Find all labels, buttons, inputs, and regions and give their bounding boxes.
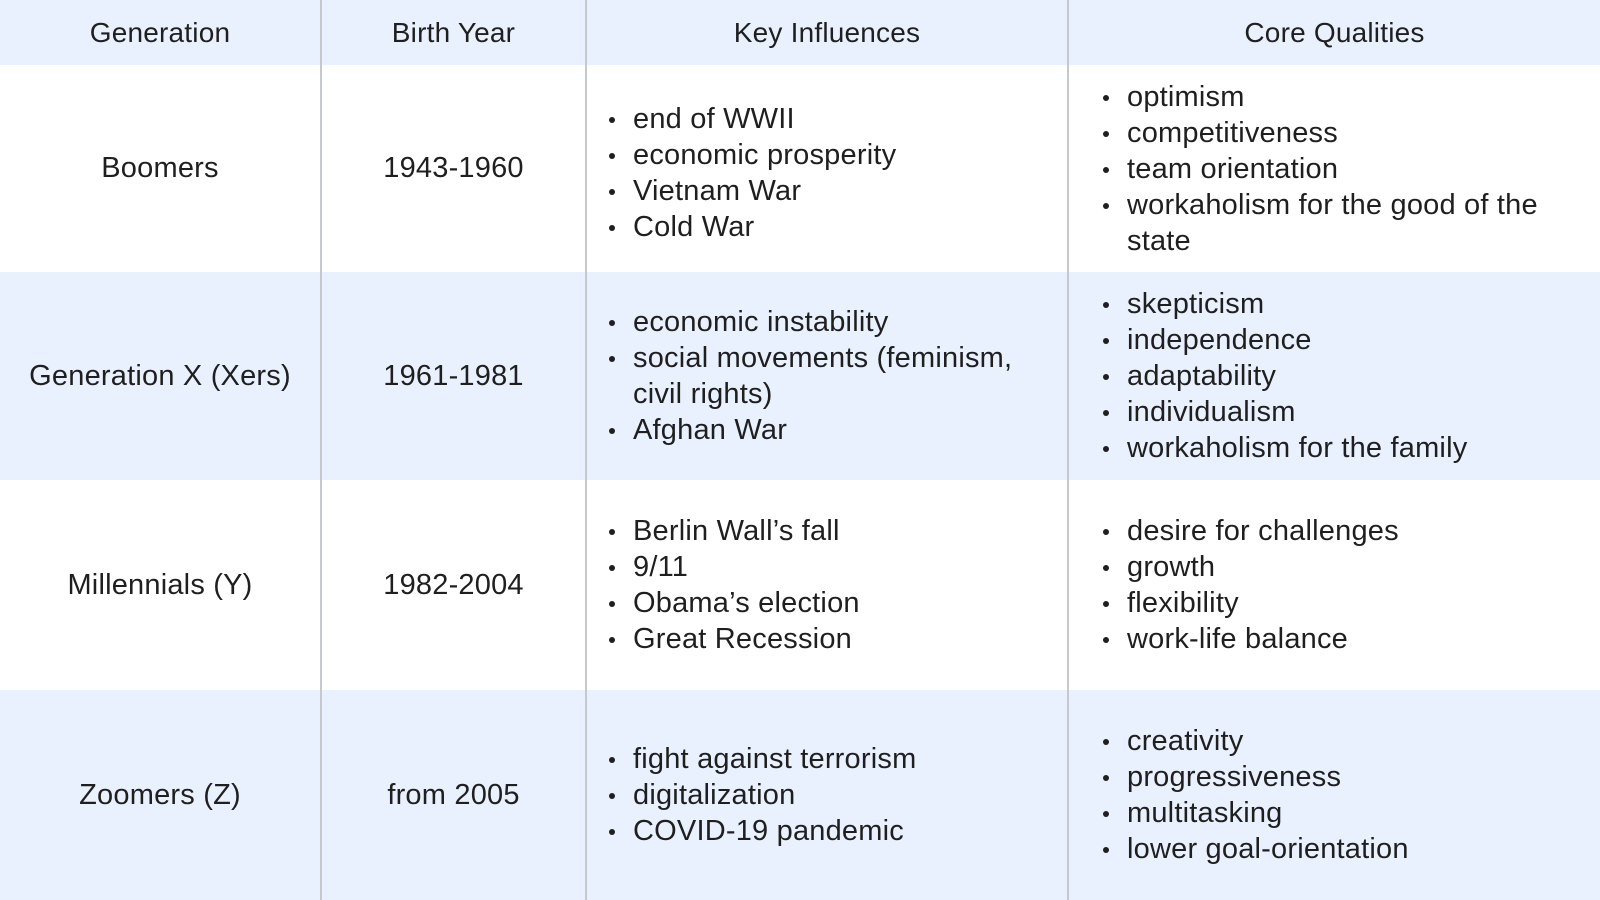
list-item: workaholism for the good of the state xyxy=(1103,187,1590,259)
list-item: flexibility xyxy=(1103,585,1399,621)
list-item: adaptability xyxy=(1102,358,1467,394)
list-item: independence xyxy=(1102,322,1467,358)
generation-cell: Zoomers (Z) xyxy=(0,690,320,900)
list-item: Obama’s election xyxy=(609,587,860,619)
list-item: growth xyxy=(1103,549,1399,585)
list-item: social movements (feminism, civil rights… xyxy=(609,340,1027,412)
generation-name: Boomers xyxy=(101,152,219,184)
qualities-list: desire for challenges growth flexibility… xyxy=(1103,513,1399,657)
list-item: desire for challenges xyxy=(1103,515,1399,547)
list-item: end of WWII xyxy=(608,101,896,137)
list-item: COVID-19 pandemic xyxy=(608,813,916,849)
influences-cell: fight against terrorism digitalization C… xyxy=(587,690,1067,900)
table-row: Zoomers (Z) from 2005 fight against terr… xyxy=(0,690,1600,900)
list-item: skepticism xyxy=(1102,286,1467,322)
header-cell-key-influences: Key Influences xyxy=(587,0,1067,65)
table-row: Boomers 1943-1960 end of WWII economic p… xyxy=(0,65,1600,272)
list-item: multitasking xyxy=(1103,795,1409,831)
header-cell-generation: Generation xyxy=(0,0,320,65)
birth-year-cell: 1961-1981 xyxy=(322,272,585,480)
list-item: Afghan War xyxy=(609,412,1027,448)
table-row: Millennials (Y) 1982-2004 Berlin Wall’s … xyxy=(0,480,1600,690)
generation-name: Zoomers (Z) xyxy=(79,778,241,811)
qualities-cell: creativity progressiveness multitasking … xyxy=(1069,690,1600,900)
list-item: creativity xyxy=(1103,723,1409,759)
influences-list: economic instability social movements (f… xyxy=(609,304,1027,448)
qualities-cell: desire for challenges growth flexibility… xyxy=(1069,480,1600,690)
influences-cell: end of WWII economic prosperity Vietnam … xyxy=(587,65,1067,272)
influences-list: fight against terrorism digitalization C… xyxy=(608,741,917,849)
generation-cell: Boomers xyxy=(0,65,320,272)
list-item: 9/11 xyxy=(609,549,860,585)
qualities-list: optimism competitiveness team orientatio… xyxy=(1103,79,1590,259)
birth-year: 1961-1981 xyxy=(383,359,524,392)
influences-list: Berlin Wall’s fall 9/11 Obama’s election… xyxy=(609,513,860,657)
list-item: Great Recession xyxy=(609,621,860,657)
list-item: economic instability xyxy=(609,304,1027,340)
list-item: team orientation xyxy=(1103,151,1590,187)
generation-cell: Millennials (Y) xyxy=(0,480,320,690)
qualities-list: skepticism independence adaptability ind… xyxy=(1102,286,1468,466)
qualities-cell: optimism competitiveness team orientatio… xyxy=(1069,65,1600,272)
birth-year: 1943-1960 xyxy=(383,152,524,184)
list-item: Cold War xyxy=(608,209,896,245)
header-cell-birth-year: Birth Year xyxy=(322,0,585,65)
qualities-cell: skepticism independence adaptability ind… xyxy=(1069,272,1600,480)
header-key-influences: Key Influences xyxy=(733,16,921,48)
column-divider xyxy=(585,0,587,900)
birth-year: from 2005 xyxy=(387,778,520,811)
list-item: work-life balance xyxy=(1103,621,1399,657)
list-item: Vietnam War xyxy=(608,173,896,209)
list-item: lower goal-orientation xyxy=(1103,833,1409,865)
list-item: progressiveness xyxy=(1103,759,1409,795)
birth-year: 1982-2004 xyxy=(383,568,524,601)
header-generation: Generation xyxy=(89,16,231,48)
generation-name: Generation X (Xers) xyxy=(29,359,291,392)
table-row: Generation X (Xers) 1961-1981 economic i… xyxy=(0,272,1600,480)
list-item: competitiveness xyxy=(1103,115,1590,151)
influences-cell: Berlin Wall’s fall 9/11 Obama’s election… xyxy=(587,480,1067,690)
generation-cell: Generation X (Xers) xyxy=(0,272,320,480)
birth-year-cell: 1943-1960 xyxy=(322,65,585,272)
header-row: Generation Birth Year Key Influences Cor… xyxy=(0,0,1600,65)
qualities-list: creativity progressiveness multitasking … xyxy=(1103,723,1409,867)
column-divider xyxy=(320,0,322,900)
generation-name: Millennials (Y) xyxy=(67,568,253,601)
birth-year-cell: 1982-2004 xyxy=(322,480,585,690)
list-item: fight against terrorism xyxy=(608,743,917,775)
influences-list: end of WWII economic prosperity Vietnam … xyxy=(608,101,897,245)
list-item: digitalization xyxy=(608,777,916,813)
column-divider xyxy=(1067,0,1069,900)
list-item: optimism xyxy=(1103,79,1590,115)
influences-cell: economic instability social movements (f… xyxy=(587,272,1067,480)
header-core-qualities: Core Qualities xyxy=(1244,16,1425,48)
list-item: workaholism for the family xyxy=(1102,432,1468,464)
list-item: individualism xyxy=(1102,394,1467,430)
birth-year-cell: from 2005 xyxy=(322,690,585,900)
list-item: Berlin Wall’s fall xyxy=(609,513,860,549)
header-cell-core-qualities: Core Qualities xyxy=(1069,0,1600,65)
list-item: economic prosperity xyxy=(608,138,897,171)
header-birth-year: Birth Year xyxy=(391,16,516,48)
